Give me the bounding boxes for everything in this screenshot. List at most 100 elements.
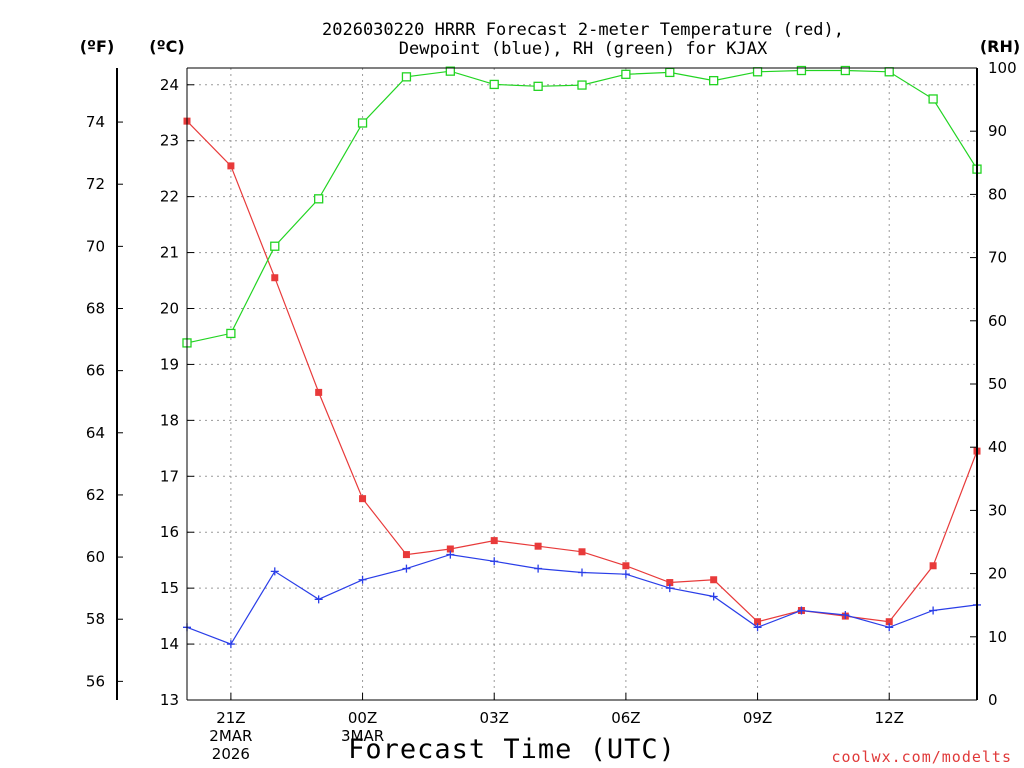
celsius-tick-label: 17: [160, 467, 179, 485]
celsius-tick-label: 22: [160, 188, 179, 206]
chart-subtitle: Dewpoint (blue), RH (green) for KJAX: [399, 39, 768, 59]
temperature-point: [271, 274, 279, 282]
rh-point: [884, 67, 894, 77]
fahrenheit-tick-label: 70: [86, 237, 105, 255]
celsius-tick-label: 18: [160, 411, 179, 429]
temperature-point: [666, 579, 674, 587]
fahrenheit-tick-label: 72: [86, 175, 105, 193]
fahrenheit-tick-label: 58: [86, 610, 105, 628]
dewpoint-series: [183, 550, 981, 649]
temperature-point: [534, 542, 542, 550]
rh-point: [709, 75, 719, 86]
temperature-point: [490, 537, 498, 545]
rh-point: [489, 79, 499, 90]
dewpoint-point: [314, 595, 323, 604]
dewpoint-point: [226, 640, 235, 649]
celsius-tick-label: 21: [160, 244, 179, 262]
x-tick-label: 21Z: [216, 709, 245, 727]
fahrenheit-unit-label: (ºF): [80, 37, 115, 56]
dewpoint-point: [841, 610, 850, 619]
rh-point: [533, 81, 543, 91]
fahrenheit-tick-label: 68: [86, 299, 105, 317]
dewpoint-line: [186, 553, 978, 645]
celsius-tick-label: 16: [160, 523, 179, 541]
dewpoint-point: [402, 564, 411, 573]
x-tick-year-label: 2026: [212, 745, 250, 763]
temperature-point: [622, 562, 630, 570]
rh-line: [186, 69, 978, 344]
temperature-point: [754, 618, 762, 626]
celsius-tick-label: 19: [160, 355, 179, 373]
temperature-point: [359, 495, 367, 503]
temperature-point: [315, 388, 323, 396]
rh-point: [445, 66, 455, 76]
rh-point: [928, 94, 938, 104]
rh-tick-label: 70: [988, 249, 1007, 267]
dewpoint-point: [534, 564, 543, 573]
dewpoint-point: [621, 570, 630, 579]
x-axis-label: Forecast Time (UTC): [348, 734, 676, 765]
dewpoint-point: [797, 606, 806, 615]
celsius-tick-label: 24: [160, 76, 179, 94]
temperature-point: [885, 618, 893, 626]
dewpoint-point: [929, 606, 938, 615]
series-layer: [182, 65, 982, 649]
dewpoint-point: [490, 557, 499, 566]
x-tick-label: 06Z: [611, 709, 640, 727]
celsius-tick-label: 23: [160, 132, 179, 150]
rh-point: [621, 69, 631, 79]
dewpoint-point: [665, 584, 674, 593]
temperature-line: [186, 120, 978, 623]
temperature-point: [929, 562, 937, 570]
dewpoint-point: [885, 623, 894, 632]
temperature-series: [183, 117, 981, 626]
x-tick-label: 03Z: [480, 709, 509, 727]
fahrenheit-tick-label: 64: [86, 424, 105, 442]
x-tick-label: 00Z: [348, 709, 377, 727]
chart-title: 2026030220 HRRR Forecast 2-meter Tempera…: [322, 20, 844, 40]
fahrenheit-tick-label: 66: [86, 362, 105, 380]
rh-tick-label: 40: [988, 438, 1007, 456]
axes-layer: 13 14 15 16 17 18 19 20 21 22 23 24 56 58 60 62 64 66 68 70…: [86, 59, 1017, 763]
credit-text: coolwx.com/modelts: [831, 748, 1012, 766]
celsius-tick-label: 14: [160, 635, 179, 653]
rh-point: [226, 328, 236, 339]
rh-point: [270, 241, 280, 251]
fahrenheit-tick-label: 60: [86, 548, 105, 566]
rh-tick-label: 10: [988, 628, 1007, 646]
x-tick-label: 12Z: [875, 709, 904, 727]
temperature-point: [402, 551, 410, 559]
rh-tick-label: 20: [988, 565, 1007, 583]
celsius-tick-label: 20: [160, 299, 179, 317]
temperature-point: [710, 576, 718, 584]
dewpoint-point: [578, 568, 586, 577]
rh-tick-label: 50: [988, 375, 1007, 393]
fahrenheit-tick-label: 56: [86, 672, 105, 690]
fahrenheit-tick-label: 62: [86, 486, 105, 504]
rh-unit-label: (RH): [980, 37, 1020, 56]
grid-lines: [187, 68, 977, 700]
rh-tick-label: 80: [988, 185, 1007, 203]
dewpoint-point: [753, 623, 762, 632]
rh-tick-label: 30: [988, 501, 1007, 519]
rh-tick-label: 100: [988, 59, 1017, 77]
celsius-unit-label: (ºC): [149, 37, 184, 56]
rh-point: [840, 65, 850, 76]
rh-point: [314, 194, 324, 204]
x-tick-label: 09Z: [743, 709, 772, 727]
temperature-point: [446, 545, 454, 553]
rh-point: [577, 80, 587, 90]
rh-point: [796, 65, 807, 76]
rh-point: [752, 67, 763, 77]
rh-series: [182, 65, 982, 348]
dewpoint-point: [270, 567, 279, 576]
rh-tick-label: 0: [988, 691, 998, 709]
x-tick-date-label: 2MAR: [209, 727, 252, 745]
rh-tick-label: 60: [988, 312, 1007, 330]
dewpoint-point: [446, 550, 455, 559]
rh-point: [401, 72, 412, 82]
dewpoint-point: [358, 575, 367, 584]
temperature-point: [227, 162, 235, 170]
temperature-point: [578, 548, 586, 556]
